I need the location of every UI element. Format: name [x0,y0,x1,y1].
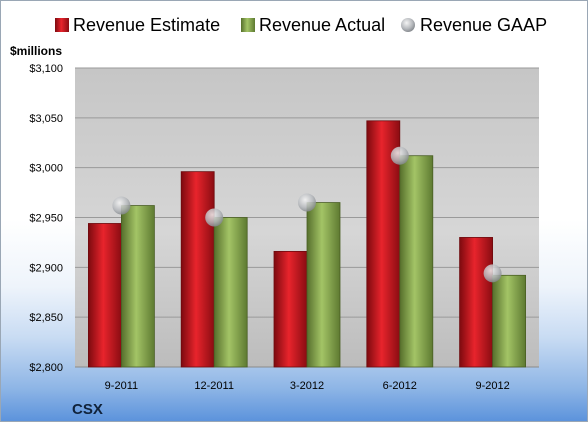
marker-revenue-gaap [205,208,224,227]
bar-revenue-actual [399,155,434,368]
bars [88,120,527,368]
y-tick-label: $2,950 [29,213,63,225]
legend-marker-revenue-gaap [401,18,415,32]
y-tick-label: $2,900 [29,262,63,274]
bar-revenue-actual [492,274,527,368]
bar-revenue-estimate [88,223,122,368]
x-tick-label: 3-2012 [290,380,324,392]
x-axis: 9-2011 12-2011 3-2012 6-2012 9-2012 [105,380,510,392]
y-tick-label: $3,050 [29,113,63,125]
bar-revenue-estimate [459,237,494,368]
marker-revenue-gaap [390,146,409,165]
legend: Revenue Estimate Revenue Actual Revenue … [55,15,547,35]
bar-revenue-actual [306,202,341,368]
marker-revenue-gaap [112,196,131,215]
gaap-markers [112,146,502,283]
x-tick-label: 9-2012 [475,380,509,392]
x-tick-label: 6-2012 [383,380,417,392]
bar-revenue-estimate [273,250,308,368]
x-tick-label: 12-2011 [194,380,234,392]
y-axis: $2,800 $2,850 $2,900 $2,950 $3,000 $3,050 $3,1… [29,63,63,374]
y-tick-label: $3,000 [29,163,63,175]
legend-swatch-revenue-actual [241,18,255,32]
y-tick-label: $2,850 [29,312,63,324]
legend-swatch-revenue-estimate [55,18,69,32]
legend-label-revenue-actual: Revenue Actual [259,15,385,35]
bar-revenue-actual [213,217,248,368]
bar-revenue-actual [121,205,155,368]
legend-label-revenue-gaap: Revenue GAAP [420,15,547,35]
marker-revenue-gaap [483,264,502,283]
y-tick-label: $3,100 [29,63,63,75]
x-tick-label: 9-2011 [105,380,138,392]
y-unit-label: $millions [10,44,62,58]
y-tick-label: $2,800 [29,362,63,374]
marker-revenue-gaap [298,193,316,212]
legend-label-revenue-estimate: Revenue Estimate [73,15,220,35]
bar-revenue-estimate [180,171,215,368]
company-label: CSX [72,401,103,418]
